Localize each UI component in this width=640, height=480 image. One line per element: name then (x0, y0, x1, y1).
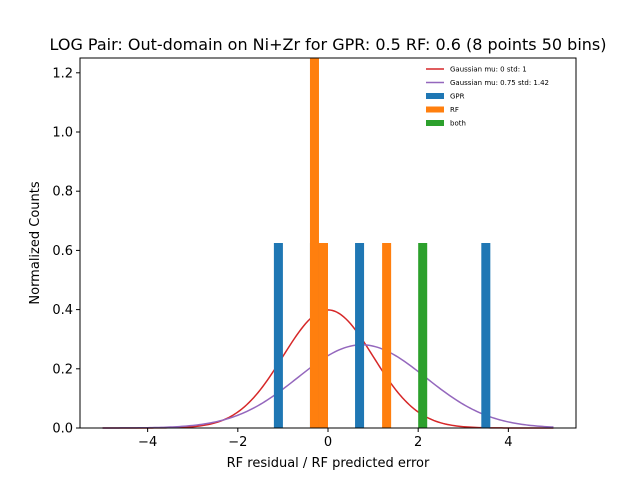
legend-label: both (450, 120, 466, 128)
y-tick-label: 0.6 (52, 244, 73, 259)
legend-label: GPR (450, 93, 465, 101)
x-tick-label: 4 (504, 435, 512, 450)
y-tick-label: 1.0 (52, 126, 73, 141)
y-tick-label: 1.2 (52, 66, 73, 81)
y-tick-label: 0.8 (52, 185, 73, 200)
legend-label: Gaussian mu: 0 std: 1 (450, 66, 527, 74)
legend-swatch-box (426, 106, 444, 113)
legend-swatch-box (426, 120, 444, 126)
legend: Gaussian mu: 0 std: 1 Gaussian mu: 0.75 s… (426, 66, 549, 128)
x-tick-label: −2 (228, 435, 247, 450)
chart-title: LOG Pair: Out-domain on Ni+Zr for GPR: 0… (50, 35, 607, 54)
legend-label: Gaussian mu: 0.75 std: 1.42 (450, 79, 549, 87)
bar-gpr-2 (355, 243, 365, 428)
legend-swatch-box (426, 93, 444, 99)
legend-label: RF (450, 106, 459, 114)
x-axis-label: RF residual / RF predicted error (227, 456, 430, 471)
bar-rf-0 (309, 58, 319, 428)
x-tick-label: −4 (138, 435, 157, 450)
x-tick-label: 0 (324, 435, 332, 450)
bar-rf-1 (318, 243, 328, 428)
bar-gpr-3 (481, 243, 491, 428)
y-tick-label: 0.2 (52, 362, 73, 377)
y-tick-label: 0.4 (52, 303, 73, 318)
x-axis: −4 −2 0 2 4 (138, 428, 513, 450)
y-tick-label: 0.0 (52, 422, 73, 437)
y-axis-label: Normalized Counts (28, 181, 43, 304)
bars (273, 58, 491, 428)
bar-rf-2 (382, 243, 392, 428)
bar-gpr-0 (273, 243, 283, 428)
y-axis: 0.0 0.2 0.4 0.6 0.8 1.0 1.2 (52, 66, 80, 437)
bar-both-0 (418, 243, 428, 428)
x-tick-label: 2 (414, 435, 422, 450)
